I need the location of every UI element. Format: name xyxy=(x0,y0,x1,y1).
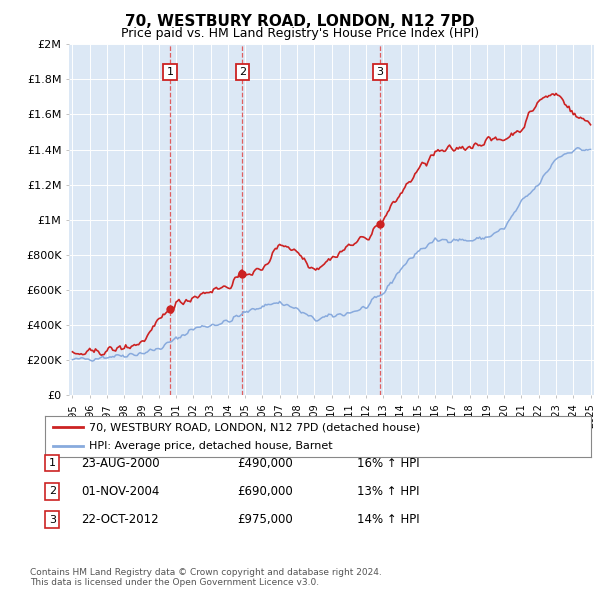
Text: 2: 2 xyxy=(239,67,246,77)
Text: Contains HM Land Registry data © Crown copyright and database right 2024.
This d: Contains HM Land Registry data © Crown c… xyxy=(30,568,382,587)
Text: 2: 2 xyxy=(49,487,56,496)
Text: 70, WESTBURY ROAD, LONDON, N12 7PD: 70, WESTBURY ROAD, LONDON, N12 7PD xyxy=(125,14,475,29)
Text: Price paid vs. HM Land Registry's House Price Index (HPI): Price paid vs. HM Land Registry's House … xyxy=(121,27,479,40)
Text: 16% ↑ HPI: 16% ↑ HPI xyxy=(357,457,419,470)
Text: 22-OCT-2012: 22-OCT-2012 xyxy=(81,513,158,526)
Text: 3: 3 xyxy=(49,515,56,525)
Text: HPI: Average price, detached house, Barnet: HPI: Average price, detached house, Barn… xyxy=(89,441,332,451)
Text: 01-NOV-2004: 01-NOV-2004 xyxy=(81,485,160,498)
Text: £975,000: £975,000 xyxy=(237,513,293,526)
Text: 13% ↑ HPI: 13% ↑ HPI xyxy=(357,485,419,498)
Text: 1: 1 xyxy=(49,458,56,468)
Text: 70, WESTBURY ROAD, LONDON, N12 7PD (detached house): 70, WESTBURY ROAD, LONDON, N12 7PD (deta… xyxy=(89,422,420,432)
Text: 14% ↑ HPI: 14% ↑ HPI xyxy=(357,513,419,526)
Text: £690,000: £690,000 xyxy=(237,485,293,498)
Text: 23-AUG-2000: 23-AUG-2000 xyxy=(81,457,160,470)
Text: 3: 3 xyxy=(376,67,383,77)
Text: £490,000: £490,000 xyxy=(237,457,293,470)
Text: 1: 1 xyxy=(166,67,173,77)
